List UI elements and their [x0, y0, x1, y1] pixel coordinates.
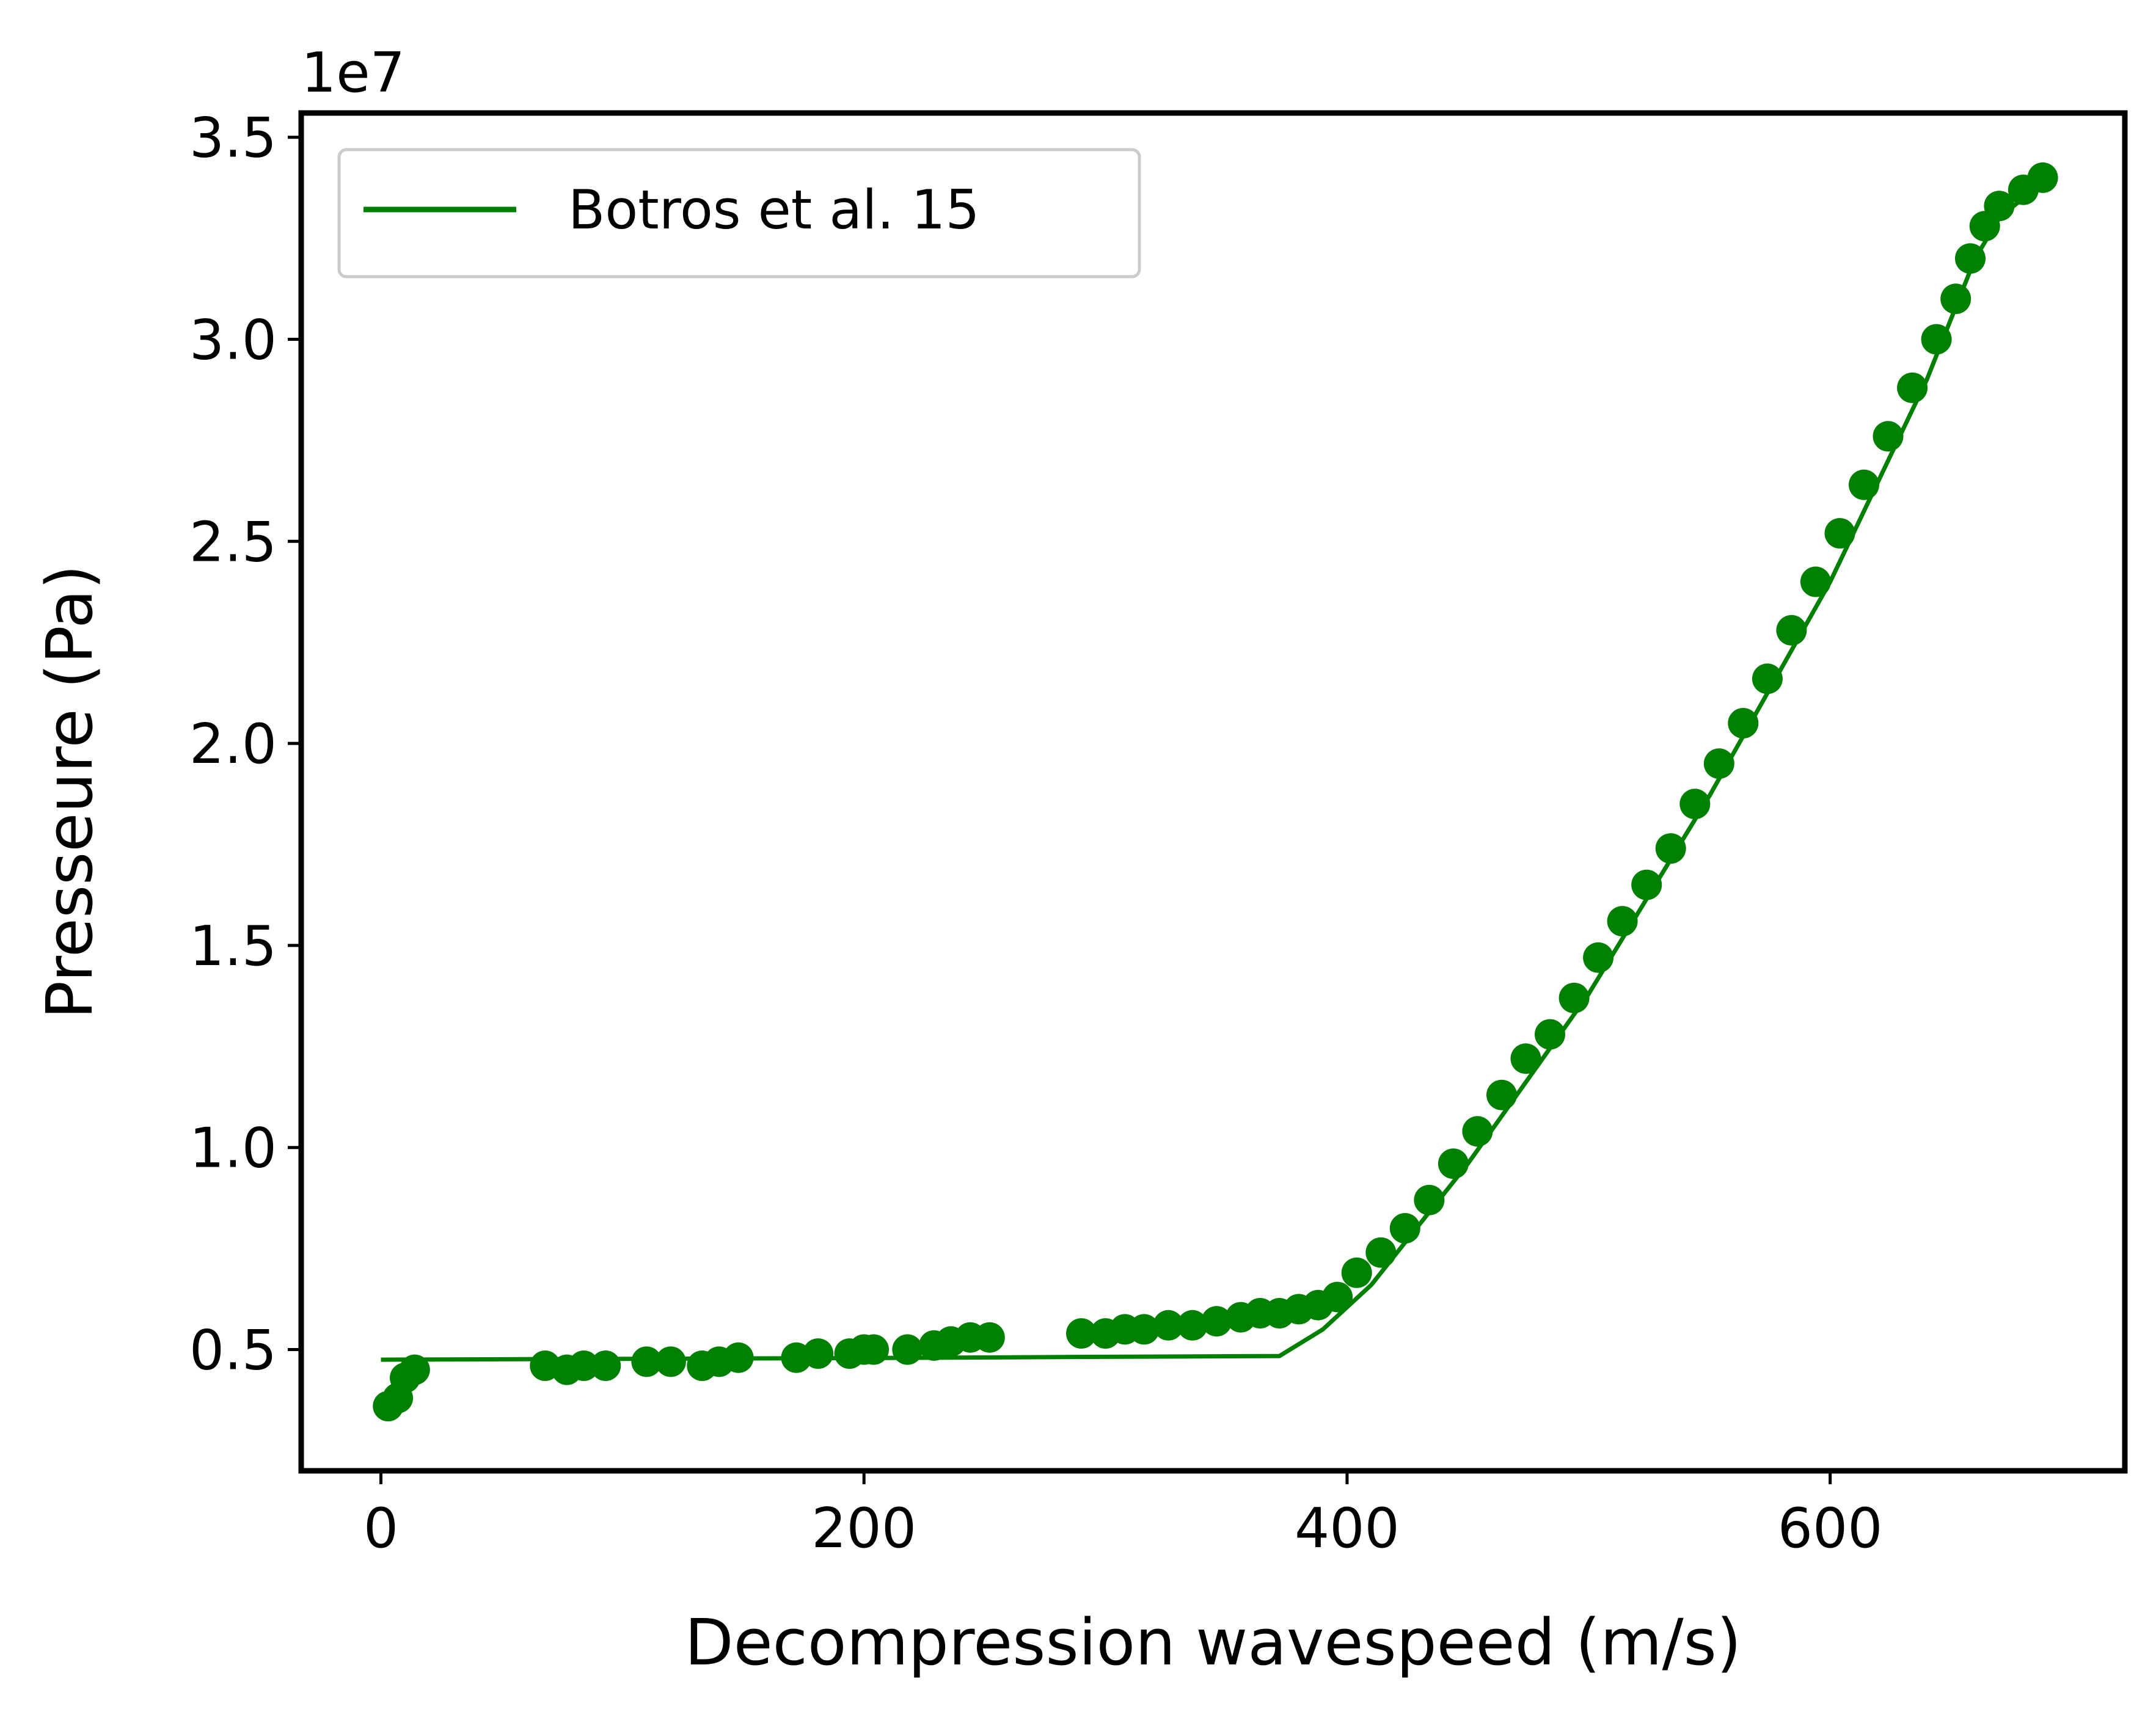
legend-entry-label: Botros et al. 15	[568, 178, 980, 241]
data-point	[1365, 1237, 1397, 1268]
y-tick-label: 3.5	[189, 106, 277, 170]
data-point	[892, 1334, 923, 1365]
data-point	[1776, 614, 1807, 646]
data-point	[1486, 1079, 1517, 1110]
data-point	[803, 1338, 834, 1369]
legend-box	[337, 148, 1141, 279]
data-point	[1607, 906, 1638, 937]
data-point	[399, 1354, 430, 1385]
data-point	[1849, 469, 1879, 500]
legend: Botros et al. 15	[337, 148, 1141, 279]
data-point	[2027, 162, 2058, 193]
axes-frame	[298, 110, 2128, 1474]
data-point	[1728, 708, 1759, 738]
data-point	[1177, 1310, 1208, 1341]
data-point	[1873, 421, 1904, 452]
data-point	[1153, 1310, 1184, 1341]
y-tick-label: 2.0	[189, 712, 277, 776]
data-point	[1462, 1116, 1493, 1147]
data-point	[1752, 663, 1783, 694]
data-point	[655, 1346, 686, 1377]
axis-ticks: 0 200 400 600 0.5 1.0 1.5 2.0 2.5 3.0 3.5	[189, 106, 1883, 1561]
data-point	[974, 1322, 1005, 1353]
x-tick-label: 0	[364, 1496, 398, 1561]
data-point	[1824, 518, 1855, 549]
x-axis-label: Decompression wavespeed (m/s)	[685, 1605, 1742, 1680]
data-point	[1559, 982, 1590, 1013]
data-point	[1201, 1306, 1232, 1337]
data-point	[1679, 789, 1711, 820]
x-tick-label: 200	[811, 1496, 916, 1561]
data-point	[1438, 1148, 1469, 1179]
y-tick-label: 1.0	[189, 1117, 277, 1181]
data-point	[1066, 1318, 1097, 1349]
data-point	[1341, 1257, 1372, 1288]
data-point	[1535, 1019, 1565, 1050]
data-point	[1128, 1314, 1160, 1345]
data-point	[1921, 324, 1952, 355]
data-point	[1414, 1184, 1445, 1215]
data-point	[1940, 283, 1971, 315]
data-point	[1655, 833, 1686, 864]
y-tick-label: 2.5	[189, 510, 277, 574]
data-point	[1703, 748, 1734, 779]
data-point	[1389, 1213, 1420, 1244]
data-point	[1800, 566, 1831, 597]
y-tick-label: 0.5	[189, 1319, 277, 1383]
x-tick-label: 400	[1295, 1496, 1400, 1561]
data-point	[631, 1346, 662, 1377]
y-tick-label: 3.0	[189, 308, 277, 373]
data-point	[1984, 191, 2015, 222]
data-point	[1955, 243, 1986, 274]
y-offset-label: 1e7	[301, 41, 405, 105]
data-point	[1897, 372, 1928, 403]
data-point	[1631, 869, 1662, 900]
data-point	[1510, 1043, 1541, 1074]
x-tick-label: 600	[1778, 1496, 1883, 1561]
y-axis-label: Presseure (Pa)	[32, 564, 107, 1019]
data-point	[1322, 1281, 1353, 1313]
data-point	[723, 1342, 754, 1373]
plot-area	[373, 162, 2058, 1422]
data-point	[590, 1350, 621, 1381]
data-point	[1583, 942, 1614, 973]
y-tick-label: 1.5	[189, 914, 277, 978]
data-point	[858, 1334, 889, 1365]
data-point	[568, 1350, 599, 1381]
